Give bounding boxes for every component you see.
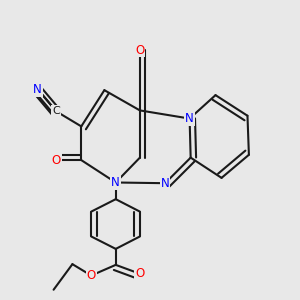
Text: N: N bbox=[33, 82, 42, 96]
Text: O: O bbox=[135, 44, 145, 56]
Text: O: O bbox=[87, 269, 96, 282]
Text: N: N bbox=[111, 176, 120, 189]
Text: O: O bbox=[135, 267, 145, 280]
Text: C: C bbox=[52, 106, 60, 116]
Text: O: O bbox=[52, 154, 61, 166]
Text: N: N bbox=[161, 177, 170, 190]
Text: N: N bbox=[185, 112, 194, 125]
